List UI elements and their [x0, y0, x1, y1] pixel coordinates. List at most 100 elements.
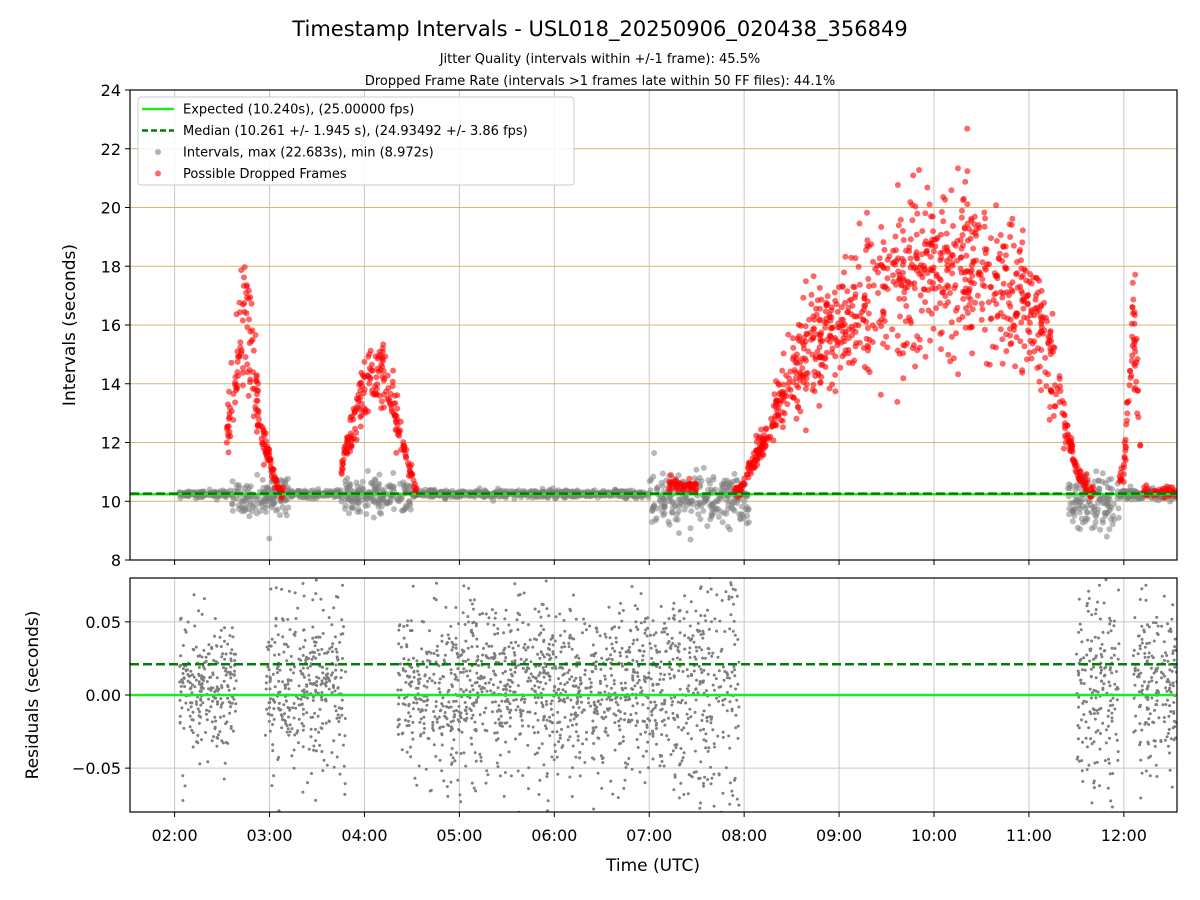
- residual-point: [599, 667, 603, 671]
- residual-point: [473, 751, 477, 755]
- residual-point: [424, 767, 428, 771]
- residual-point: [223, 626, 226, 630]
- residual-point: [282, 650, 286, 654]
- dropped-frame-point: [1161, 485, 1168, 492]
- dropped-frame-point: [780, 397, 787, 404]
- dropped-frame-point: [822, 324, 829, 331]
- residual-point: [554, 667, 558, 670]
- residual-point: [600, 698, 604, 702]
- residual-point: [468, 696, 472, 700]
- residual-point: [539, 650, 543, 654]
- dropped-frame-point: [770, 437, 777, 444]
- dropped-frame-point: [236, 299, 243, 306]
- dropped-frame-point: [841, 300, 848, 306]
- interval-point: [697, 516, 704, 523]
- dropped-frame-point: [1038, 387, 1045, 394]
- residual-point: [610, 673, 613, 677]
- residual-point: [194, 678, 198, 682]
- dropped-frame-point: [380, 368, 387, 374]
- residual-point: [440, 702, 444, 706]
- dropped-frame-point: [236, 353, 243, 360]
- residual-point: [565, 681, 569, 684]
- residual-point: [518, 593, 522, 596]
- residual-point: [207, 687, 211, 691]
- residual-point: [222, 714, 226, 718]
- residual-point: [639, 732, 643, 736]
- residual-point: [200, 612, 204, 616]
- residual-point: [533, 696, 537, 699]
- residual-point: [438, 726, 442, 730]
- residual-point: [545, 607, 549, 611]
- dropped-frame-point: [941, 285, 948, 292]
- dropped-frame-point: [784, 401, 791, 408]
- residual-point: [410, 680, 414, 684]
- residual-point: [303, 638, 307, 642]
- residual-point: [340, 618, 344, 622]
- residual-point: [228, 711, 232, 715]
- dropped-frame-point: [802, 323, 809, 330]
- residual-point: [503, 670, 507, 673]
- residual-point: [640, 658, 644, 662]
- dropped-frame-point: [933, 305, 940, 312]
- dropped-frame-point: [1128, 357, 1135, 364]
- dropped-frame-point: [1131, 309, 1138, 316]
- residual-point: [551, 636, 555, 640]
- residual-point: [475, 659, 479, 663]
- residual-point: [521, 621, 525, 625]
- dropped-frame-point: [884, 256, 891, 263]
- residual-point: [333, 635, 337, 639]
- residual-point: [634, 696, 638, 700]
- dropped-frame-point: [1017, 247, 1024, 253]
- x-tick-label: 09:00: [816, 826, 862, 845]
- residual-point: [552, 689, 556, 693]
- dropped-frame-point: [234, 369, 241, 376]
- residual-point: [181, 774, 185, 778]
- residual-point: [513, 659, 517, 663]
- dropped-frame-point: [895, 222, 902, 229]
- residual-point: [571, 766, 574, 770]
- residual-point: [490, 608, 494, 612]
- residual-point: [422, 699, 426, 703]
- residual-point: [542, 628, 546, 632]
- dropped-frame-point: [952, 242, 959, 249]
- residual-point: [437, 664, 441, 668]
- interval-point: [1074, 524, 1081, 531]
- residual-point: [189, 669, 193, 673]
- dropped-frame-point: [993, 290, 1000, 297]
- residual-point: [607, 695, 611, 699]
- residual-point: [292, 716, 296, 720]
- residual-point: [651, 734, 655, 738]
- residual-point: [524, 670, 528, 674]
- residual-point: [471, 621, 475, 625]
- residual-point: [202, 648, 206, 652]
- residual-point: [656, 682, 660, 686]
- dropped-frame-point: [907, 199, 914, 206]
- residual-point: [333, 704, 337, 708]
- residual-point: [446, 794, 450, 798]
- residual-point: [224, 673, 228, 677]
- dropped-frame-point: [783, 393, 789, 400]
- interval-point: [696, 474, 703, 481]
- residual-point: [207, 652, 211, 656]
- residual-point: [604, 635, 608, 639]
- dropped-frame-point: [976, 269, 983, 276]
- residual-point: [457, 705, 461, 708]
- residual-point: [669, 753, 673, 756]
- residual-point: [271, 749, 275, 753]
- dropped-frame-point: [828, 307, 835, 314]
- residual-point: [568, 735, 572, 739]
- residual-point: [431, 726, 435, 730]
- dropped-frame-point: [242, 354, 249, 360]
- residual-point: [486, 622, 490, 626]
- dropped-frame-point: [943, 230, 950, 237]
- residual-point: [655, 648, 659, 652]
- interval-point: [1092, 519, 1099, 526]
- dropped-frame-point: [1018, 257, 1024, 264]
- dropped-frame-point: [999, 294, 1006, 301]
- residual-point: [551, 652, 555, 656]
- residual-point: [433, 681, 437, 685]
- dropped-frame-point: [790, 344, 797, 351]
- residual-point: [591, 643, 595, 647]
- dropped-frame-point: [260, 461, 267, 468]
- residual-point: [409, 755, 413, 759]
